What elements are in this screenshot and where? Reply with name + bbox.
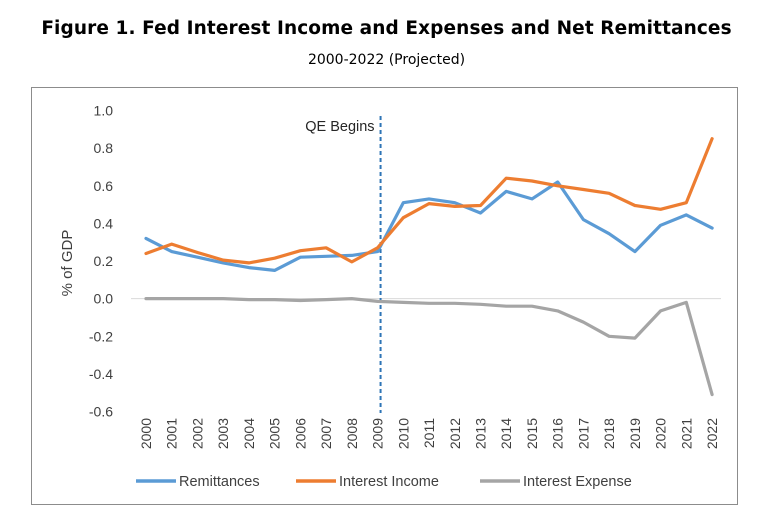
x-tick-label: 2011 bbox=[421, 418, 437, 448]
x-tick-label: 2007 bbox=[318, 418, 334, 449]
remittances-line bbox=[144, 180, 714, 272]
x-tick-label: 2002 bbox=[189, 418, 205, 449]
chart-subtitle: 2000-2022 (Projected) bbox=[307, 52, 466, 68]
x-tick-label: 2019 bbox=[627, 418, 643, 449]
x-tick-label: 2021 bbox=[678, 418, 694, 449]
x-tick-label: 2009 bbox=[370, 418, 386, 449]
y-axis-label: % of GDP bbox=[59, 230, 76, 297]
x-tick-label: 2003 bbox=[215, 418, 231, 449]
x-tick-label: 2013 bbox=[472, 418, 488, 449]
chart-title: Figure 1. Fed Interest Income and Expens… bbox=[41, 18, 732, 39]
x-tick-label: 2010 bbox=[395, 418, 411, 449]
x-tick-label: 2018 bbox=[601, 418, 617, 449]
y-tick-label: 0.0 bbox=[94, 291, 114, 307]
x-tick-label: 2000 bbox=[138, 418, 154, 449]
y-tick-label: 1.0 bbox=[94, 103, 114, 119]
x-tick-label: 2020 bbox=[653, 418, 669, 449]
x-tick-label: 2001 bbox=[164, 418, 180, 449]
y-tick-label: -0.2 bbox=[89, 328, 113, 344]
legend-label-interest-expense: Interest Expense bbox=[523, 474, 632, 490]
x-tick-label: 2015 bbox=[524, 418, 540, 449]
legend-label-interest-income: Interest Income bbox=[339, 474, 439, 490]
y-tick-label: 0.2 bbox=[94, 253, 114, 269]
y-tick-label: -0.4 bbox=[89, 366, 113, 382]
chart-frame bbox=[31, 87, 738, 505]
x-tick-label: 2016 bbox=[550, 418, 566, 449]
legend-label-remittances: Remittances bbox=[179, 474, 260, 490]
x-tick-label: 2014 bbox=[498, 418, 514, 449]
x-tick-label: 2006 bbox=[292, 418, 308, 449]
y-tick-label: 0.8 bbox=[94, 140, 114, 156]
interest-income-line bbox=[144, 137, 714, 265]
interest-expense-line bbox=[144, 297, 714, 397]
x-tick-label: 2005 bbox=[267, 418, 283, 449]
qe-begins-label: QE Begins bbox=[305, 119, 374, 135]
x-tick-label: 2022 bbox=[704, 418, 720, 449]
x-tick-label: 2004 bbox=[241, 418, 257, 449]
y-tick-label: -0.6 bbox=[89, 404, 113, 420]
y-tick-label: 0.4 bbox=[94, 215, 114, 231]
x-tick-label: 2012 bbox=[447, 418, 463, 449]
y-tick-label: 0.6 bbox=[94, 178, 114, 194]
x-tick-label: 2017 bbox=[575, 418, 591, 449]
x-tick-label: 2008 bbox=[344, 418, 360, 449]
